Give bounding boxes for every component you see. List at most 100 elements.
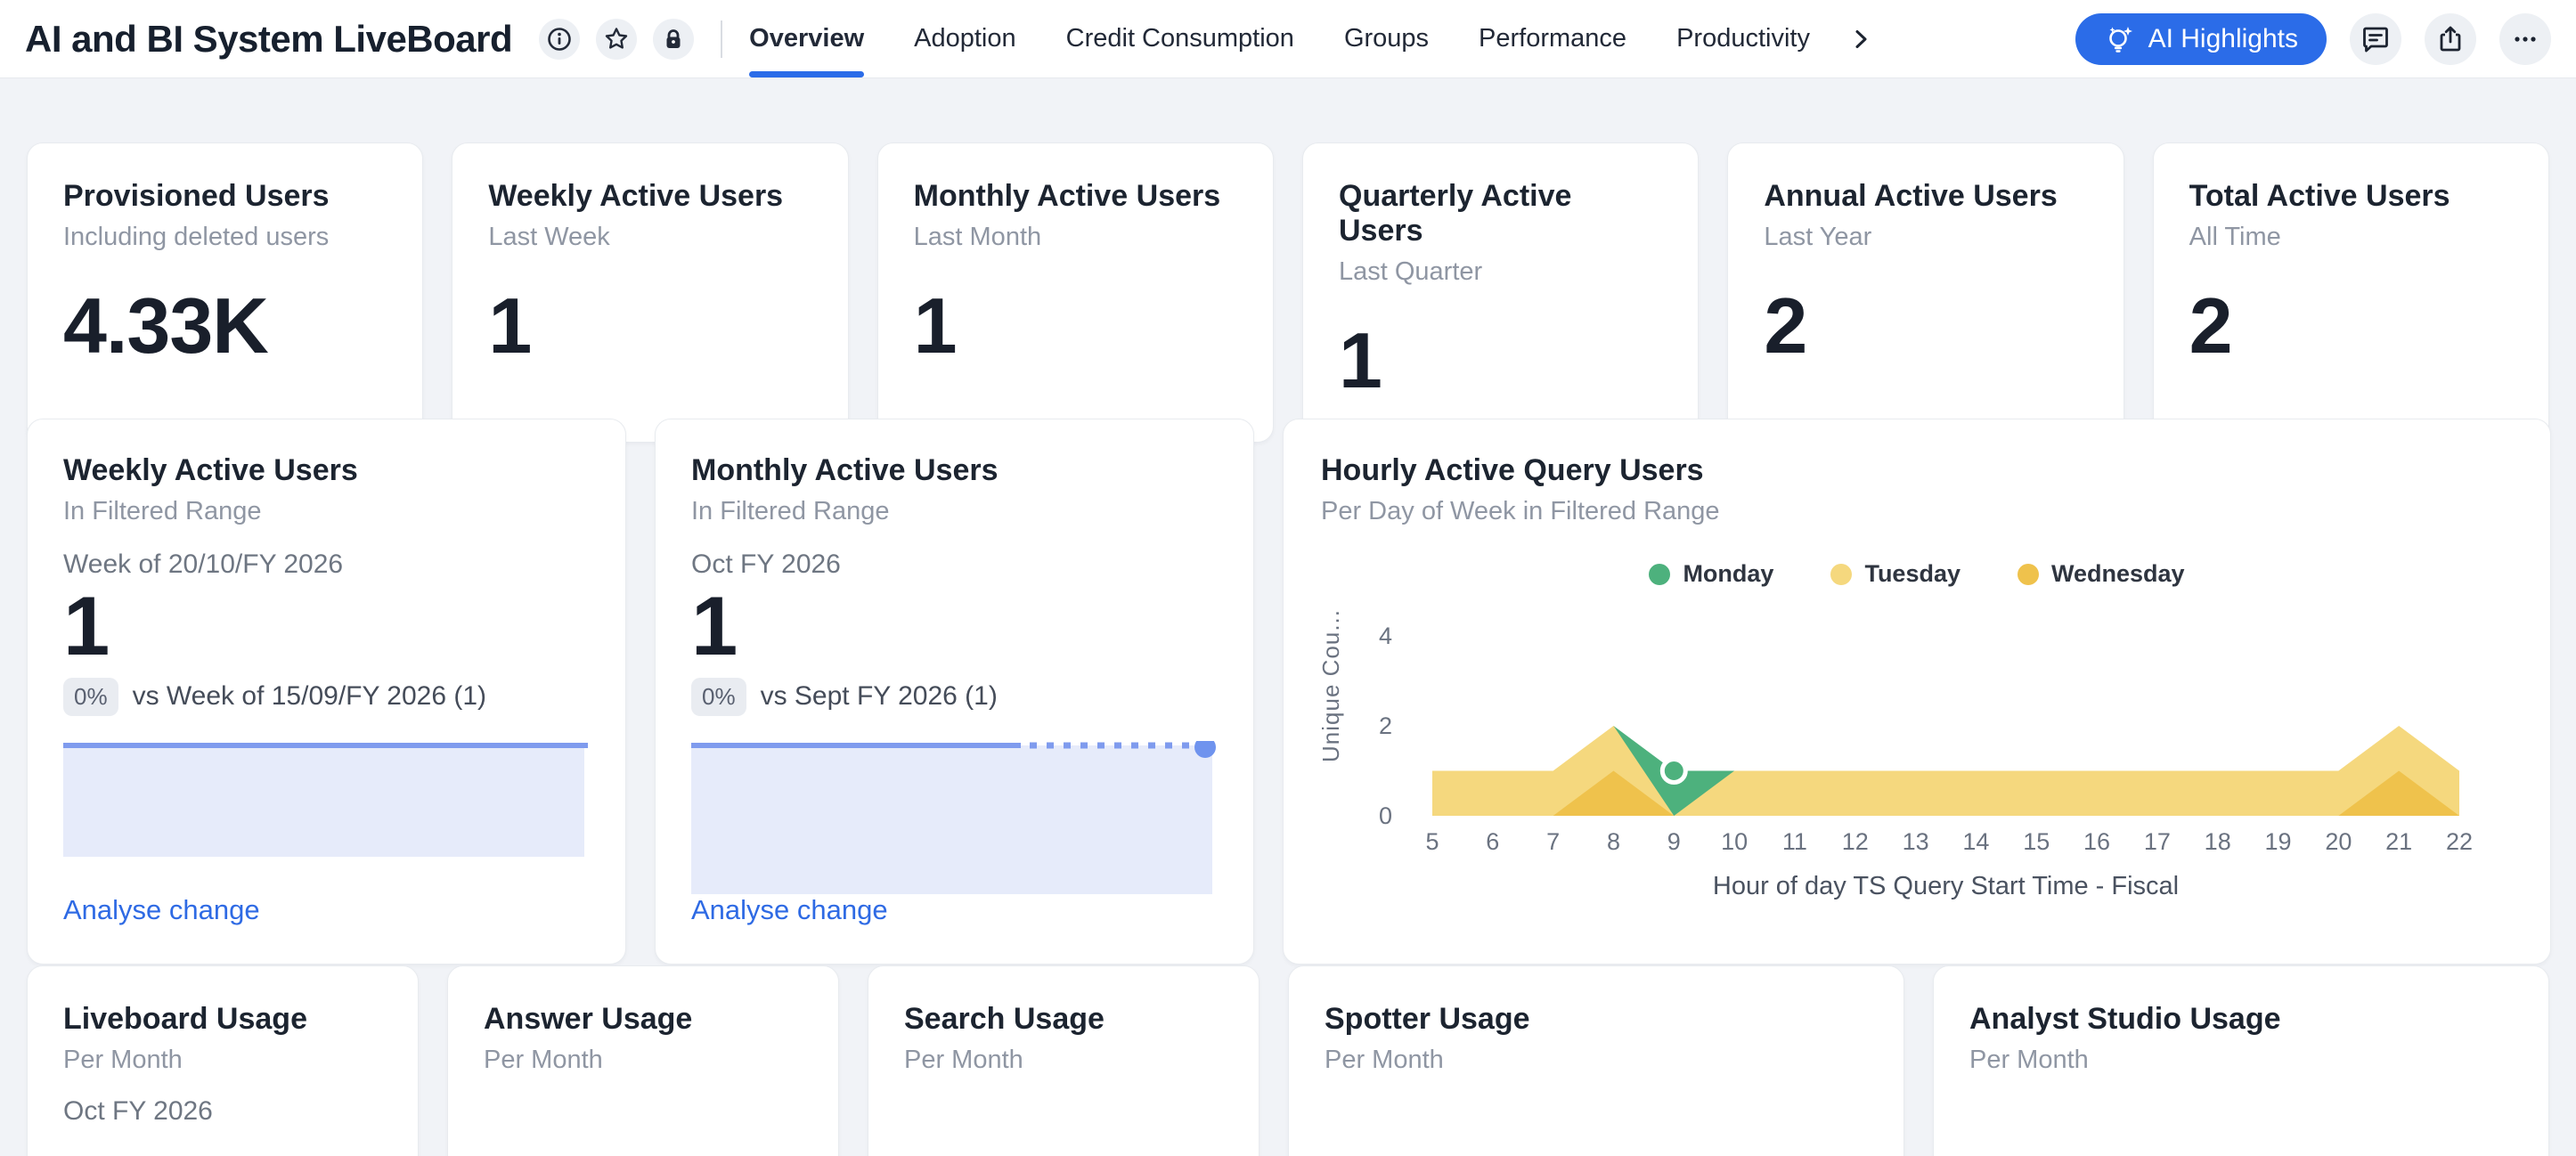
tab-adoption[interactable]: Adoption bbox=[914, 24, 1016, 53]
card-title: Analyst Studio Usage bbox=[1969, 1002, 2281, 1036]
comments-button[interactable] bbox=[2350, 12, 2401, 65]
card-subtitle: Per Month bbox=[904, 1046, 1023, 1074]
kpi-value: 4.33K bbox=[63, 281, 269, 370]
liveboard-usage-card: Liveboard Usage Per Month Oct FY 2026 5 bbox=[27, 965, 419, 1156]
analyse-change-link[interactable]: Analyse change bbox=[63, 893, 260, 925]
analyse-change-link[interactable]: Analyse change bbox=[691, 893, 888, 925]
chart-legend: Monday Tuesday Wednesday bbox=[1321, 560, 2513, 588]
legend-label: Wednesday bbox=[2051, 560, 2185, 587]
kpi-title: Provisioned Users bbox=[63, 179, 330, 213]
svg-text:0: 0 bbox=[1379, 802, 1392, 829]
permissions-button[interactable] bbox=[653, 18, 695, 60]
title-icon-group bbox=[539, 18, 695, 60]
trend-value: 1 bbox=[63, 579, 110, 672]
period-label: Week of 20/10/FY 2026 bbox=[63, 550, 344, 579]
svg-text:18: 18 bbox=[2205, 828, 2231, 855]
kpi-value: 1 bbox=[1339, 316, 1382, 404]
tuesday-legend-dot bbox=[1830, 563, 1853, 585]
ai-sparkle-icon bbox=[2108, 26, 2132, 53]
spotter-usage-card: Spotter Usage Per Month bbox=[1288, 965, 1904, 1156]
svg-text:5: 5 bbox=[1425, 828, 1439, 855]
card-title: Search Usage bbox=[904, 1002, 1105, 1036]
share-button[interactable] bbox=[2425, 12, 2476, 65]
chevron-right-icon bbox=[1855, 29, 1867, 48]
card-subtitle: Per Month bbox=[484, 1046, 603, 1074]
svg-text:Unique Cou...: Unique Cou... bbox=[1321, 609, 1344, 762]
tab-credit-consumption[interactable]: Credit Consumption bbox=[1065, 24, 1294, 53]
hourly-active-query-users-card: Hourly Active Query Users Per Day of Wee… bbox=[1283, 419, 2551, 965]
card-title: Weekly Active Users bbox=[63, 453, 358, 487]
more-options-button[interactable] bbox=[2499, 12, 2551, 65]
svg-text:11: 11 bbox=[1782, 828, 1807, 855]
comment-icon bbox=[2363, 27, 2388, 52]
svg-text:4: 4 bbox=[1379, 623, 1392, 649]
kpi-subtitle: All Time bbox=[2189, 223, 2281, 251]
svg-text:14: 14 bbox=[1962, 828, 1989, 855]
svg-text:2: 2 bbox=[1379, 712, 1392, 739]
card-title: Hourly Active Query Users bbox=[1321, 453, 1704, 487]
svg-text:8: 8 bbox=[1607, 828, 1620, 855]
legend-item-tuesday[interactable]: Tuesday bbox=[1830, 560, 1961, 588]
header-actions: AI Highlights bbox=[2075, 12, 2551, 65]
lock-icon bbox=[666, 28, 681, 48]
delta-badge: 0% bbox=[63, 677, 118, 716]
card-title: Answer Usage bbox=[484, 1002, 693, 1036]
favorite-button[interactable] bbox=[596, 18, 638, 60]
legend-item-wednesday[interactable]: Wednesday bbox=[2018, 560, 2185, 588]
legend-item-monday[interactable]: Monday bbox=[1649, 560, 1773, 588]
svg-text:7: 7 bbox=[1546, 828, 1560, 855]
period-label: Oct FY 2026 bbox=[691, 550, 841, 579]
card-title: Spotter Usage bbox=[1325, 1002, 1530, 1036]
svg-text:12: 12 bbox=[1842, 828, 1869, 855]
page-title: AI and BI System LiveBoard bbox=[25, 17, 513, 60]
hourly-area-chart[interactable]: 0 2 4 5 6 7 8 9 10 11 12 13 14 15 16 17 18 19 20 21 22 Hour o… bbox=[1321, 593, 2513, 914]
kpi-row: Provisioned Users Including deleted user… bbox=[27, 142, 2549, 443]
kpi-subtitle: Last Quarter bbox=[1339, 257, 1483, 286]
svg-text:6: 6 bbox=[1486, 828, 1499, 855]
svg-text:20: 20 bbox=[2325, 828, 2352, 855]
period-label: Oct FY 2026 bbox=[63, 1096, 213, 1126]
kpi-title: Total Active Users bbox=[2189, 179, 2450, 213]
tab-overview[interactable]: Overview bbox=[749, 0, 864, 77]
kpi-value: 2 bbox=[2189, 281, 2233, 370]
legend-label: Monday bbox=[1683, 560, 1774, 587]
answer-usage-card: Answer Usage Per Month bbox=[447, 965, 839, 1156]
liveboard-content: Provisioned Users Including deleted user… bbox=[0, 78, 2576, 1156]
card-title: Liveboard Usage bbox=[63, 1002, 307, 1036]
ai-highlights-label: AI Highlights bbox=[2148, 23, 2298, 53]
header-divider bbox=[721, 20, 723, 58]
card-title: Monthly Active Users bbox=[691, 453, 999, 487]
delta-row: 0% vs Sept FY 2026 (1) bbox=[691, 677, 1218, 716]
info-button[interactable] bbox=[539, 18, 581, 60]
card-subtitle: Per Month bbox=[63, 1046, 183, 1074]
legend-label: Tuesday bbox=[1864, 560, 1961, 587]
tab-productivity[interactable]: Productivity bbox=[1676, 24, 1810, 53]
ai-highlights-button[interactable]: AI Highlights bbox=[2075, 12, 2327, 65]
star-icon bbox=[605, 27, 628, 49]
usage-row: Liveboard Usage Per Month Oct FY 2026 5 … bbox=[27, 965, 2549, 1156]
monthly-trend-chart bbox=[691, 740, 1216, 894]
comparison-text: vs Week of 15/09/FY 2026 (1) bbox=[132, 681, 487, 712]
weekly-active-users-trend-card: Weekly Active Users In Filtered Range We… bbox=[27, 419, 626, 965]
svg-text:19: 19 bbox=[2265, 828, 2292, 855]
kpi-card-total-active-users: Total Active Users All Time 2 bbox=[2152, 142, 2549, 443]
svg-text:22: 22 bbox=[2446, 828, 2473, 855]
kpi-title: Annual Active Users bbox=[1764, 179, 2058, 213]
svg-text:10: 10 bbox=[1721, 828, 1748, 855]
monday-legend-dot bbox=[1649, 563, 1671, 585]
kpi-subtitle: Last Week bbox=[488, 223, 610, 251]
kpi-value: 1 bbox=[913, 281, 958, 370]
kpi-card-weekly-active-users: Weekly Active Users Last Week 1 bbox=[452, 142, 849, 443]
svg-text:15: 15 bbox=[2023, 828, 2050, 855]
more-icon bbox=[2515, 36, 2536, 42]
tab-performance[interactable]: Performance bbox=[1479, 24, 1627, 53]
trend-value: 1 bbox=[691, 579, 738, 672]
share-icon bbox=[2440, 26, 2461, 51]
card-subtitle: In Filtered Range bbox=[691, 497, 890, 525]
kpi-card-annual-active-users: Annual Active Users Last Year 2 bbox=[1727, 142, 2124, 443]
analyst-studio-usage-card: Analyst Studio Usage Per Month bbox=[1933, 965, 2549, 1156]
more-tabs-button[interactable] bbox=[1849, 28, 1872, 51]
info-icon bbox=[548, 27, 571, 51]
kpi-subtitle: Last Year bbox=[1764, 223, 1872, 251]
tab-groups[interactable]: Groups bbox=[1343, 24, 1430, 53]
